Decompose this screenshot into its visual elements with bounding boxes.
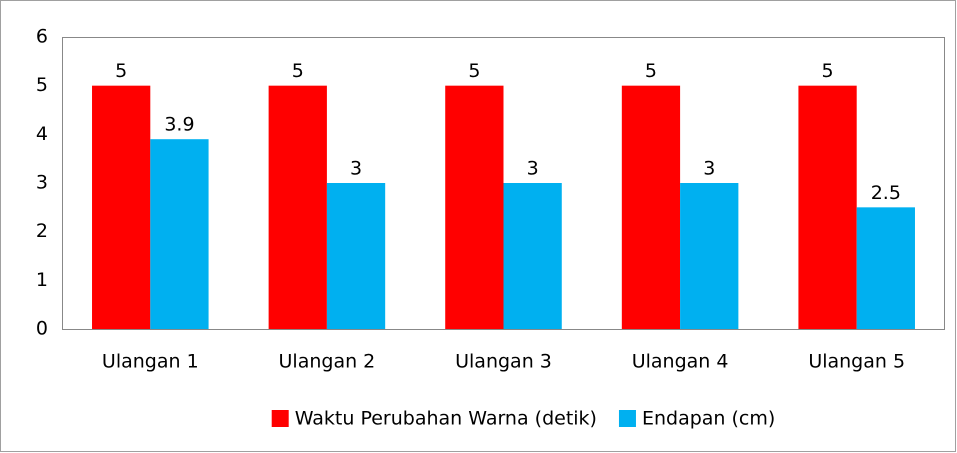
legend-swatch bbox=[271, 410, 289, 427]
legend-label: Waktu Perubahan Warna (detik) bbox=[295, 408, 597, 430]
bar bbox=[150, 139, 209, 329]
plot-frame bbox=[62, 37, 945, 330]
data-label: 5 bbox=[115, 60, 127, 82]
x-tick-label: Ulangan 1 bbox=[102, 351, 199, 373]
y-tick-label: 3 bbox=[36, 172, 48, 194]
y-tick-label: 1 bbox=[36, 269, 48, 291]
bar bbox=[445, 85, 504, 330]
data-label: 3 bbox=[527, 158, 539, 180]
data-label: 3.9 bbox=[164, 114, 194, 136]
bar bbox=[798, 85, 857, 330]
data-label: 5 bbox=[468, 60, 480, 82]
x-tick-label: Ulangan 3 bbox=[455, 351, 552, 373]
data-label: 3 bbox=[703, 158, 715, 180]
data-label: 2.5 bbox=[871, 182, 901, 204]
legend-label: Endapan (cm) bbox=[642, 408, 775, 430]
x-tick-label: Ulangan 2 bbox=[279, 351, 376, 373]
data-label: 3 bbox=[350, 158, 362, 180]
x-tick-label: Ulangan 5 bbox=[808, 351, 905, 373]
data-label: 5 bbox=[292, 60, 304, 82]
bar bbox=[621, 85, 681, 330]
bar bbox=[92, 85, 151, 330]
bar bbox=[680, 183, 739, 329]
bar bbox=[503, 183, 562, 329]
y-tick-label: 0 bbox=[36, 318, 48, 340]
y-tick-label: 2 bbox=[36, 220, 48, 242]
legend-swatch bbox=[618, 410, 636, 427]
bar bbox=[268, 85, 327, 330]
data-label: 5 bbox=[645, 60, 657, 82]
y-tick-label: 5 bbox=[36, 74, 48, 96]
x-tick-label: Ulangan 4 bbox=[632, 351, 729, 373]
y-tick-label: 6 bbox=[36, 26, 48, 48]
y-tick-label: 4 bbox=[36, 123, 48, 145]
data-label: 5 bbox=[822, 60, 834, 82]
bar bbox=[856, 207, 915, 329]
bar bbox=[326, 183, 386, 329]
